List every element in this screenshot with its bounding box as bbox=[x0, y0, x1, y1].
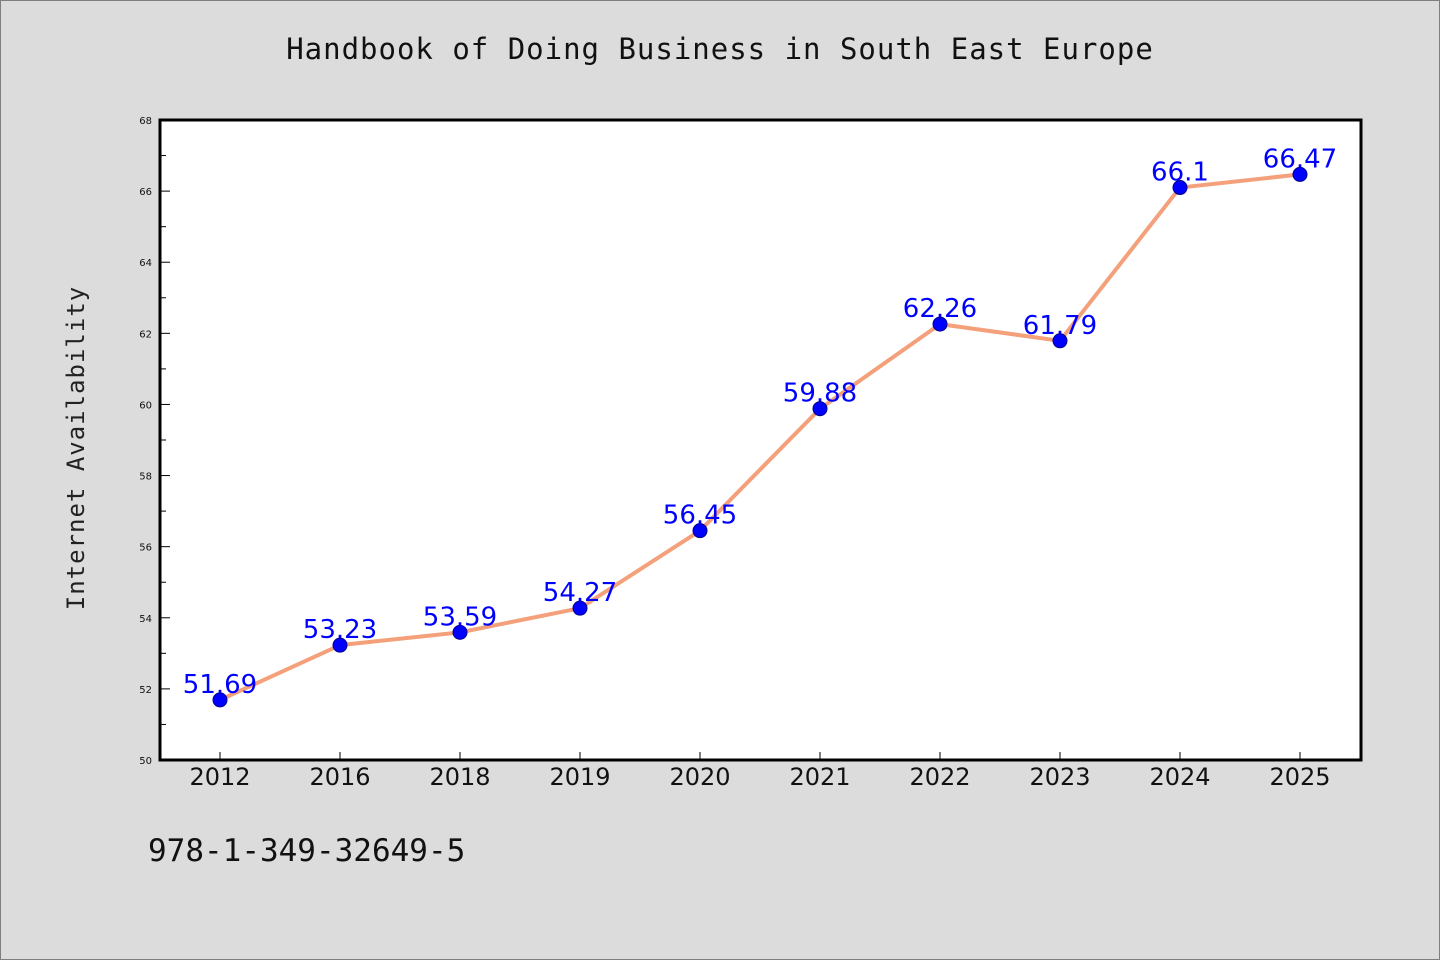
y-tick-label: 50 bbox=[139, 756, 152, 767]
data-point bbox=[212, 692, 228, 708]
data-label: 54.27 bbox=[543, 578, 617, 608]
data-point bbox=[332, 637, 348, 653]
data-label: 51.69 bbox=[183, 670, 257, 700]
x-tick-label: 2022 bbox=[909, 763, 970, 791]
data-point bbox=[452, 624, 468, 640]
data-label: 62.26 bbox=[903, 294, 977, 324]
y-tick-label: 68 bbox=[139, 116, 152, 127]
x-tick-label: 2025 bbox=[1269, 763, 1330, 791]
y-tick-label: 64 bbox=[139, 258, 152, 269]
y-tick-label: 58 bbox=[139, 472, 152, 483]
data-point bbox=[932, 316, 948, 332]
isbn-footer: 978-1-349-32649-5 bbox=[148, 833, 466, 869]
data-point bbox=[812, 401, 828, 417]
chart-title: Handbook of Doing Business in South East… bbox=[286, 32, 1154, 66]
y-tick-label: 54 bbox=[139, 614, 152, 625]
y-tick-label: 52 bbox=[139, 685, 152, 696]
data-point bbox=[1292, 166, 1308, 182]
x-tick-label: 2024 bbox=[1149, 763, 1210, 791]
data-point bbox=[572, 600, 588, 616]
data-label: 61.79 bbox=[1023, 311, 1097, 341]
data-label: 56.45 bbox=[663, 501, 737, 531]
data-label: 66.47 bbox=[1263, 144, 1337, 174]
x-tick-label: 2020 bbox=[669, 763, 730, 791]
plot-border bbox=[158, 118, 1363, 762]
data-point bbox=[692, 523, 708, 539]
x-tick-label: 2023 bbox=[1029, 763, 1090, 791]
x-tick-label: 2021 bbox=[789, 763, 850, 791]
data-label: 53.23 bbox=[303, 615, 377, 645]
y-tick-label: 62 bbox=[139, 329, 152, 340]
series-line bbox=[218, 172, 1302, 702]
data-label: 59.88 bbox=[783, 379, 857, 409]
y-tick-label: 60 bbox=[139, 400, 152, 411]
data-label: 53.59 bbox=[423, 602, 497, 632]
x-tick-label: 2019 bbox=[549, 763, 610, 791]
x-tick-label: 2012 bbox=[189, 763, 250, 791]
x-tick-label: 2018 bbox=[429, 763, 490, 791]
data-point bbox=[1172, 180, 1188, 196]
x-tick-label: 2016 bbox=[309, 763, 370, 791]
data-point bbox=[1052, 333, 1068, 349]
y-tick-label: 66 bbox=[139, 187, 152, 198]
plot-area bbox=[160, 120, 1361, 760]
y-tick-label: 56 bbox=[139, 543, 152, 554]
data-label: 66.1 bbox=[1151, 158, 1209, 188]
